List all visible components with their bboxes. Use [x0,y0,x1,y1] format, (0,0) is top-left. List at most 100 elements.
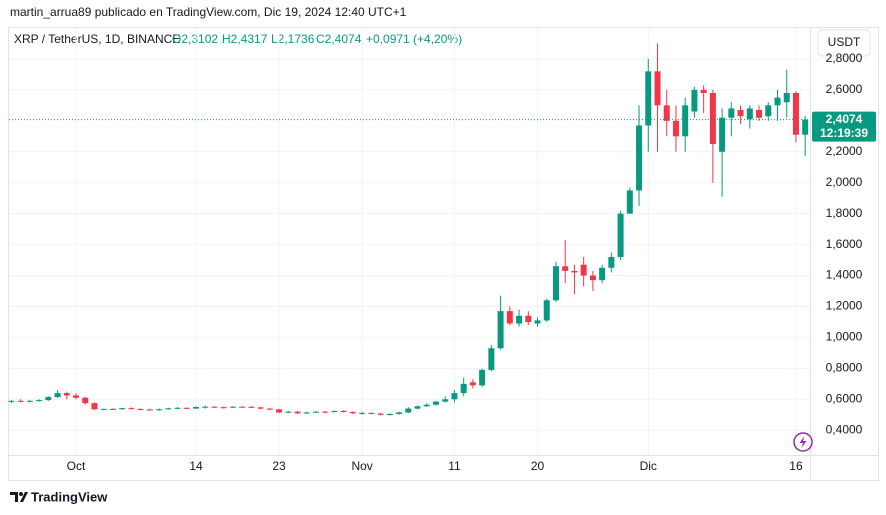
candle-body [26,400,33,402]
candle-body [239,406,246,408]
candle-body [792,92,799,135]
candle-body [109,408,116,410]
candle-body [17,400,24,402]
y-tick-label: 0,6000 [826,391,863,405]
candle-body [663,105,670,121]
candle-body [211,406,218,408]
candle-body [377,413,384,415]
candle-body [54,393,61,397]
candle-body [248,406,255,408]
candle-body [442,399,449,402]
candle-body [636,125,643,191]
x-tick-label: 20 [531,459,545,473]
candle-body [469,382,476,386]
candle-body [543,300,550,321]
candle-body [36,400,43,402]
candle-body [202,406,209,408]
candle-body [340,410,347,412]
y-tick-label: 1,8000 [826,206,863,220]
ohlc-high: H2,4317 [222,32,268,46]
candle-body [682,105,689,137]
candle-body [349,411,356,414]
y-tick-label: 2,2000 [826,144,863,158]
candle-body [276,409,283,413]
candle-body [128,408,135,410]
candle-body [322,411,329,413]
plot: Oct 14 23 Nov 11 20 Dic 16 0,4000 0,6000 0,8000 1,0… [8,28,876,473]
candle-body [580,264,587,276]
publisher: martin_arrua89 publicado en TradingView.… [10,5,407,19]
candle-body [599,267,606,281]
candle-body [405,408,412,413]
candle-body [386,414,393,416]
candle-body [331,410,338,412]
candle-body [756,109,763,118]
candle-body [368,412,375,414]
candle-body [156,409,163,411]
candle-body [719,117,726,152]
candle-body [294,411,301,414]
candle-body [488,348,495,370]
candle-body [783,92,790,103]
candle-body [312,411,319,413]
ohlc-change: +0,0971 (+4,20%) [366,32,462,46]
candle-body [193,407,199,409]
candle-body [746,108,753,120]
y-tick-label: 1,6000 [826,237,863,251]
candle-body [183,407,190,409]
candle-body [100,408,107,410]
y-tick-label: 2,6000 [826,82,863,96]
candle-body [617,213,624,257]
candle-body [396,412,403,415]
candle-body [359,412,366,414]
candle-body [432,401,439,405]
candle-body [654,71,661,106]
candle-body [423,404,430,407]
ohlc-low: L2,1736 [271,32,315,46]
candle-body [709,92,716,145]
y-tick-label: 1,0000 [826,330,863,344]
candle-body [525,315,532,322]
candle-body [220,407,227,409]
logo-text: TradingView [31,489,108,504]
candle-body [63,393,70,396]
chart-frame [8,27,879,481]
candle-body [174,407,181,409]
y-tick-label: 2,0000 [826,175,863,189]
x-tick-label: Dic [640,459,657,473]
candle-body [645,71,652,126]
candle-body [802,119,809,135]
candle-body [691,89,698,112]
candle-body [589,275,596,281]
x-tick-label: Nov [351,459,372,473]
symbol: XRP / TetherUS, 1D, BINANCE [14,32,180,46]
candle-body [414,406,421,409]
candle-body [700,89,707,93]
candle-body [303,412,310,414]
candle-body [146,409,153,411]
currency-label[interactable]: USDT [828,35,861,49]
candle-body [137,409,144,411]
y-tick-label: 1,2000 [826,299,863,313]
ohlc-close: C2,4074 [316,32,362,46]
candle-body [460,383,467,394]
candle-body [506,311,513,324]
x-tick-label: 16 [789,459,803,473]
currency-button[interactable] [817,29,871,57]
candle-body [285,411,292,413]
candle-body [552,266,559,301]
ohlc-open: O2,3102 [172,32,218,46]
price-tag [812,111,876,142]
candle-body [608,256,615,268]
candle-body [765,105,772,117]
candle-body [257,407,264,409]
price-tag-countdown: 12:19:39 [820,126,868,140]
price-tag-label: 2,4074 [826,112,863,126]
candle-body [45,396,52,401]
lightning-glyph [799,436,807,448]
y-tick-label: 0,4000 [826,422,863,436]
y-tick-label: 0,8000 [826,361,863,375]
logo-icon [10,492,28,502]
